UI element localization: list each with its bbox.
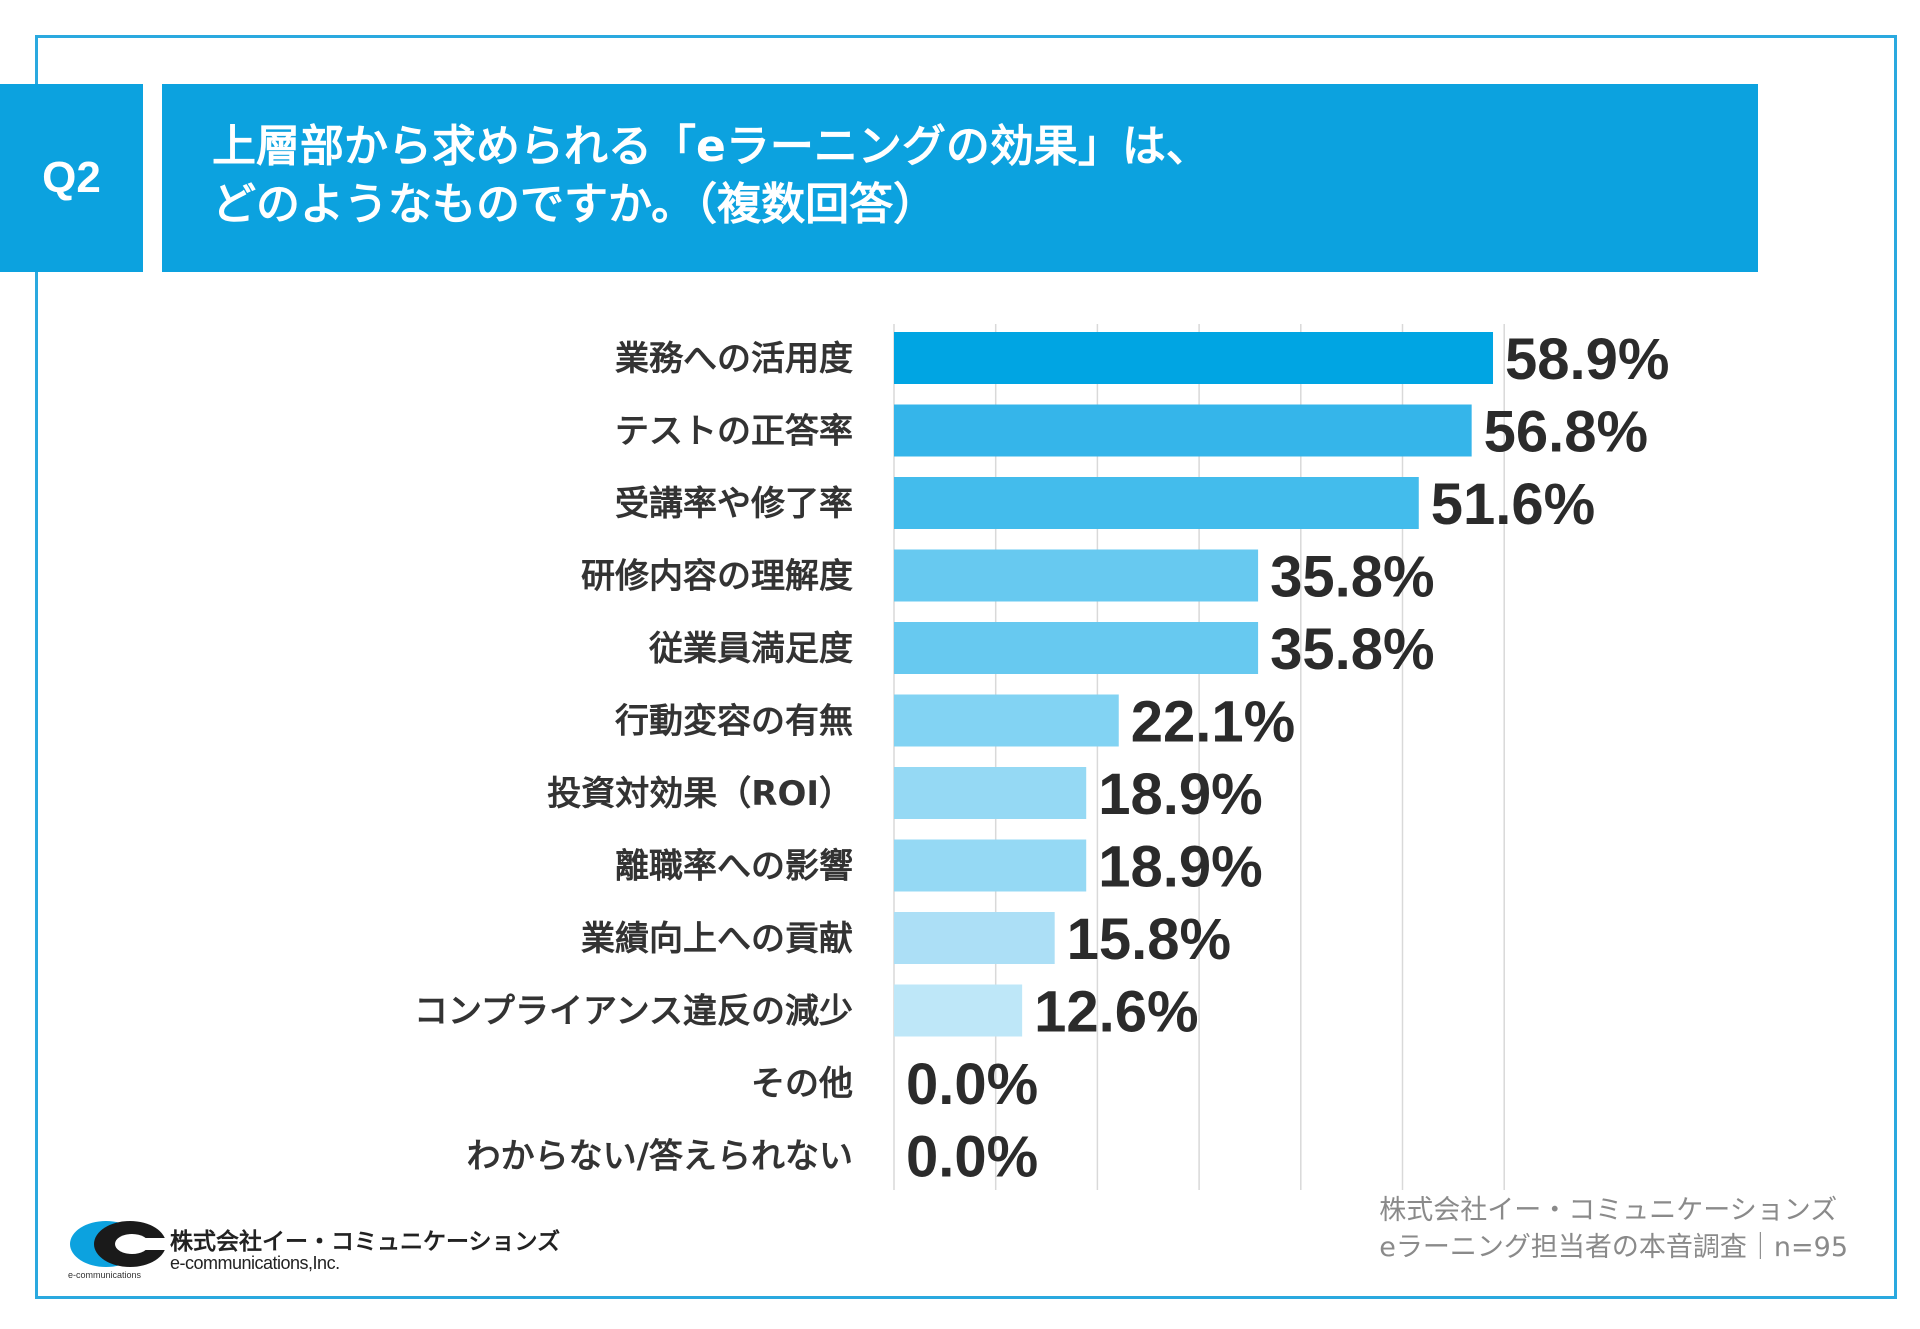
bar-7 xyxy=(894,839,1087,892)
bar-2 xyxy=(894,477,1419,529)
category-label-8: 業績向上への貢献 xyxy=(581,919,853,959)
question-title-line-1: 上層部から求められる「eラーニングの効果」は、 xyxy=(212,121,1210,172)
bar-4 xyxy=(894,622,1259,674)
source-line-2: eラーニング担当者の本音調査｜n=95 xyxy=(1379,1232,1848,1263)
value-label-1: 56.8% xyxy=(1484,400,1648,465)
value-labels: 58.9% 56.8% 51.6% 35.8% 35.8% 22.1% 18.9% 18.9%… xyxy=(906,327,1669,1190)
category-label-11: わからない/答えられない xyxy=(467,1137,853,1177)
value-label-11: 0.0% xyxy=(906,1125,1038,1190)
value-label-6: 18.9% xyxy=(1098,762,1262,827)
bar-1 xyxy=(894,404,1472,457)
chart-frame xyxy=(35,35,1897,1299)
logo-company-jp: 株式会社イー・コミュニケーションズ xyxy=(170,1229,561,1255)
value-label-0: 58.9% xyxy=(1505,327,1669,392)
category-label-5: 行動変容の有無 xyxy=(615,702,853,742)
value-label-10: 0.0% xyxy=(906,1052,1038,1117)
question-badge: Q2 xyxy=(0,84,143,272)
source-note: 株式会社イー・コミュニケーションズ eラーニング担当者の本音調査｜n=95 xyxy=(1379,1192,1848,1266)
bar-8 xyxy=(894,912,1055,964)
logo-company-en: e-communications,Inc. xyxy=(170,1253,340,1273)
bar-0 xyxy=(894,332,1494,384)
gridlines xyxy=(893,324,1505,1190)
value-label-4: 35.8% xyxy=(1270,617,1434,682)
source-line-1: 株式会社イー・コミュニケーションズ xyxy=(1379,1195,1838,1226)
category-label-7: 離職率への影響 xyxy=(615,847,853,887)
category-label-1: テストの正答率 xyxy=(615,412,853,452)
value-label-5: 22.1% xyxy=(1131,690,1295,755)
bar-3 xyxy=(894,549,1259,602)
logo-small-text: e-communications xyxy=(68,1270,142,1280)
value-label-3: 35.8% xyxy=(1270,545,1434,610)
category-label-9: コンプライアンス違反の減少 xyxy=(414,992,853,1032)
category-label-10: その他 xyxy=(751,1064,853,1104)
value-label-7: 18.9% xyxy=(1098,835,1262,900)
category-label-4: 従業員満足度 xyxy=(648,629,853,669)
question-title-line-2: どのようなものですか。（複数回答） xyxy=(212,179,938,230)
logo-cut xyxy=(138,1238,168,1250)
question-title-box: 上層部から求められる「eラーニングの効果」は、 どのようなものですか。（複数回答… xyxy=(162,84,1758,272)
bar-5 xyxy=(894,694,1119,747)
value-label-9: 12.6% xyxy=(1034,980,1198,1045)
category-label-2: 受講率や修了率 xyxy=(615,484,853,524)
category-label-6: 投資対効果（ROI） xyxy=(547,774,853,814)
value-label-8: 15.8% xyxy=(1067,907,1231,972)
bars xyxy=(894,332,1494,1037)
bar-6 xyxy=(894,767,1087,819)
logo-mark xyxy=(70,1221,168,1267)
value-label-2: 51.6% xyxy=(1431,472,1595,537)
company-logo: 株式会社イー・コミュニケーションズ e-communications,Inc. … xyxy=(68,1218,568,1280)
category-label-3: 研修内容の理解度 xyxy=(581,557,853,597)
category-label-0: 業務への活用度 xyxy=(615,339,853,379)
category-labels: 業務への活用度テストの正答率受講率や修了率研修内容の理解度従業員満足度行動変容の… xyxy=(414,339,853,1177)
bar-9 xyxy=(894,984,1023,1037)
